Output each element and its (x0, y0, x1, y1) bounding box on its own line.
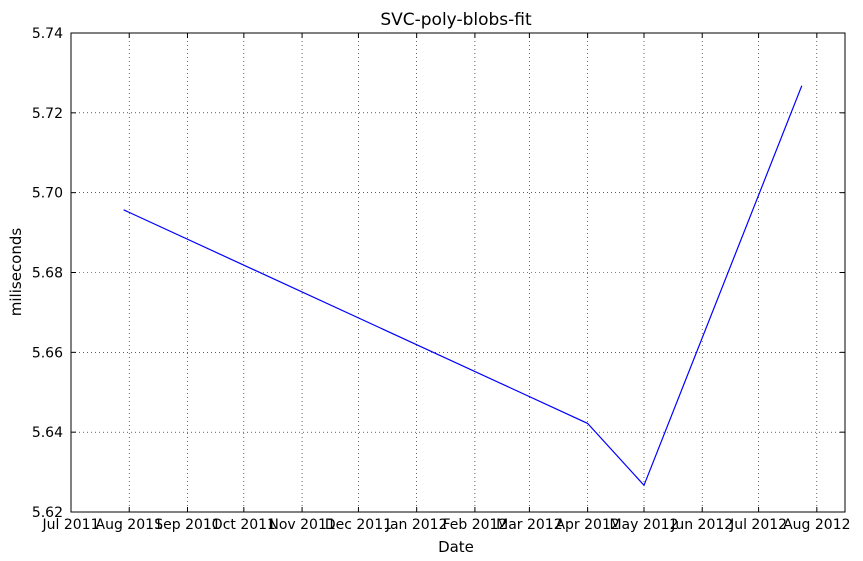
y-tick-label: 5.68 (32, 266, 63, 282)
series-lines (123, 85, 803, 487)
x-tick-label: May 2012 (609, 517, 678, 533)
y-tick-label: 5.72 (32, 106, 63, 122)
y-tick-label: 5.74 (32, 26, 63, 42)
y-axis-label: miliseconds (7, 228, 25, 317)
x-tick-label: Dec 2011 (325, 517, 392, 533)
plot-frame (70, 32, 846, 513)
x-tick-label: Oct 2011 (212, 517, 276, 533)
x-tick-label: Jan 2012 (385, 517, 448, 533)
x-tick-label: Jul 2012 (729, 517, 787, 533)
x-axis-label: Date (438, 538, 474, 556)
x-tick-label: Nov 2011 (268, 517, 335, 533)
x-tick-label: Jul 2011 (42, 517, 100, 533)
x-tick-label: Apr 2012 (555, 517, 619, 533)
y-tick-label: 5.70 (32, 186, 63, 202)
x-tick-label: Jun 2012 (670, 517, 733, 533)
y-tick-label: 5.62 (32, 505, 63, 521)
x-tick-label: Mar 2012 (496, 517, 563, 533)
chart-title: SVC-poly-blobs-fit (380, 10, 532, 30)
y-tick-label: 5.64 (32, 425, 63, 441)
x-tick-label: Sep 2011 (154, 517, 220, 533)
y-tick-label: 5.66 (32, 345, 63, 361)
series-line-0 (123, 85, 803, 487)
x-tick-label: Feb 2012 (442, 517, 507, 533)
x-tick-label: Aug 2012 (783, 517, 850, 533)
x-tick-label: Aug 2011 (96, 517, 163, 533)
